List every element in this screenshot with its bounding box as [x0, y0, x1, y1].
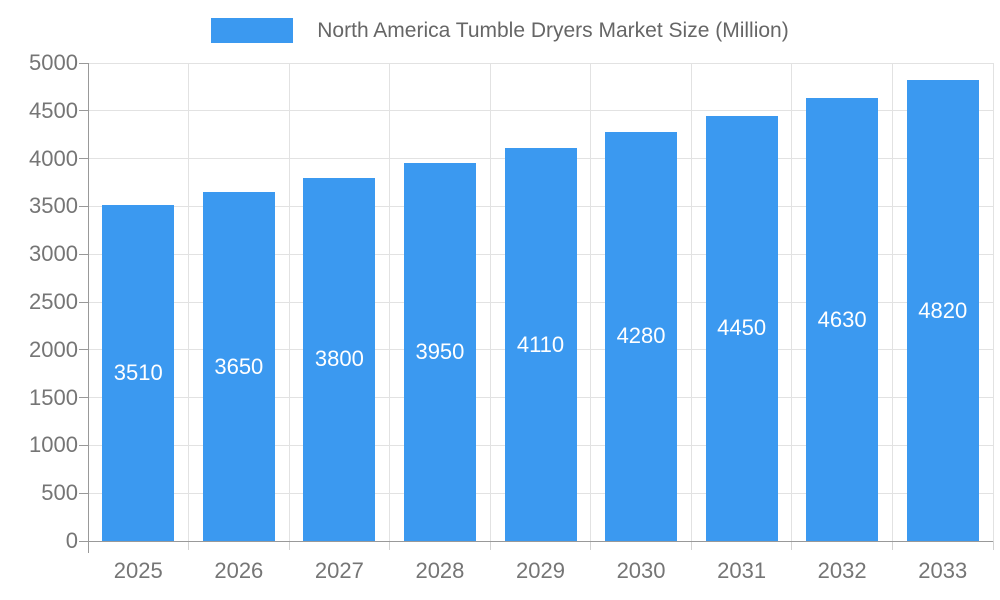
- y-axis-label: 2000: [29, 336, 78, 362]
- bar-2028[interactable]: [403, 163, 476, 541]
- gridline-horizontal: [88, 62, 993, 64]
- y-axis-label: 1500: [29, 384, 78, 410]
- y-axis-tick: [79, 110, 88, 112]
- y-axis-tick: [79, 349, 88, 351]
- x-axis-tick: [288, 541, 290, 550]
- x-axis-label: 2032: [817, 558, 867, 583]
- gridline-vertical: [992, 63, 994, 541]
- gridline-vertical: [891, 63, 893, 541]
- x-axis-tick: [389, 541, 391, 550]
- legend[interactable]: North America Tumble Dryers Market Size …: [0, 17, 1000, 44]
- x-axis-label: 2029: [516, 558, 565, 583]
- y-axis-tick: [79, 253, 88, 255]
- gridline-vertical: [791, 63, 793, 541]
- y-axis-label: 5000: [29, 50, 78, 75]
- x-axis-tick: [690, 541, 692, 550]
- gridline-vertical: [188, 63, 190, 541]
- y-axis-label: 1000: [29, 432, 78, 458]
- bar-value-label: 3800: [314, 346, 364, 372]
- x-axis-label: 2025: [113, 558, 163, 583]
- gridline-vertical: [389, 63, 391, 541]
- bar-2033[interactable]: [906, 80, 979, 541]
- y-axis-line: [88, 63, 89, 553]
- x-axis-tick: [992, 541, 994, 550]
- bar-2029[interactable]: [504, 148, 577, 541]
- x-axis-tick: [590, 541, 592, 550]
- bar-value-label: 3510: [113, 360, 163, 386]
- y-axis-label: 4000: [29, 145, 78, 171]
- x-axis-label: 2027: [314, 558, 364, 583]
- x-axis-label: 2031: [717, 558, 767, 583]
- y-axis-tick: [79, 301, 88, 303]
- bar-value-label: 4630: [817, 306, 867, 332]
- gridline-vertical: [690, 63, 692, 541]
- bar-value-label: 4110: [516, 331, 565, 357]
- y-axis-tick: [79, 205, 88, 207]
- y-axis-label: 4500: [29, 97, 78, 123]
- x-axis-label: 2026: [214, 558, 264, 583]
- y-axis-label: 0: [65, 528, 78, 553]
- x-axis-tick: [791, 541, 793, 550]
- x-axis-tick: [489, 541, 491, 550]
- x-axis-tick: [188, 541, 190, 550]
- y-axis-label: 2500: [29, 289, 78, 314]
- x-axis-line: [79, 540, 993, 542]
- plot-area: 0 500 1000 1500 2000 2500 3000 3500 4000 4500 5000…: [29, 51, 994, 583]
- y-axis-label: 3000: [29, 241, 78, 267]
- y-axis-label: 3500: [29, 193, 78, 219]
- bar-value-label: 4450: [717, 315, 767, 341]
- bar-2031[interactable]: [705, 115, 778, 541]
- bar-value-label: 3950: [415, 339, 465, 365]
- bar-2032[interactable]: [806, 98, 879, 541]
- legend-swatch[interactable]: [211, 18, 294, 43]
- bar-2026[interactable]: [202, 192, 275, 541]
- y-axis-tick: [79, 397, 88, 399]
- y-axis-tick: [79, 492, 88, 494]
- x-axis-label: 2028: [415, 558, 465, 583]
- gridline-vertical: [288, 63, 290, 541]
- bar-value-label: 4820: [918, 297, 968, 323]
- y-axis-label: 500: [41, 480, 78, 506]
- bar-2030[interactable]: [605, 131, 678, 541]
- y-axis-tick: [79, 444, 88, 446]
- y-axis-tick: [79, 62, 88, 64]
- gridline-horizontal: [88, 110, 993, 112]
- gridline-vertical: [590, 63, 592, 541]
- gridline-vertical: [489, 63, 491, 541]
- legend-label[interactable]: North America Tumble Dryers Market Size …: [317, 19, 789, 42]
- bar-value-label: 4280: [616, 323, 666, 349]
- x-axis-label: 2033: [918, 558, 968, 583]
- bar-value-label: 3650: [214, 353, 264, 379]
- y-axis-tick: [79, 158, 88, 160]
- x-axis-tick: [891, 541, 893, 550]
- x-axis-label: 2030: [616, 558, 666, 583]
- bar-2025[interactable]: [102, 205, 175, 541]
- bar-2027[interactable]: [303, 177, 376, 541]
